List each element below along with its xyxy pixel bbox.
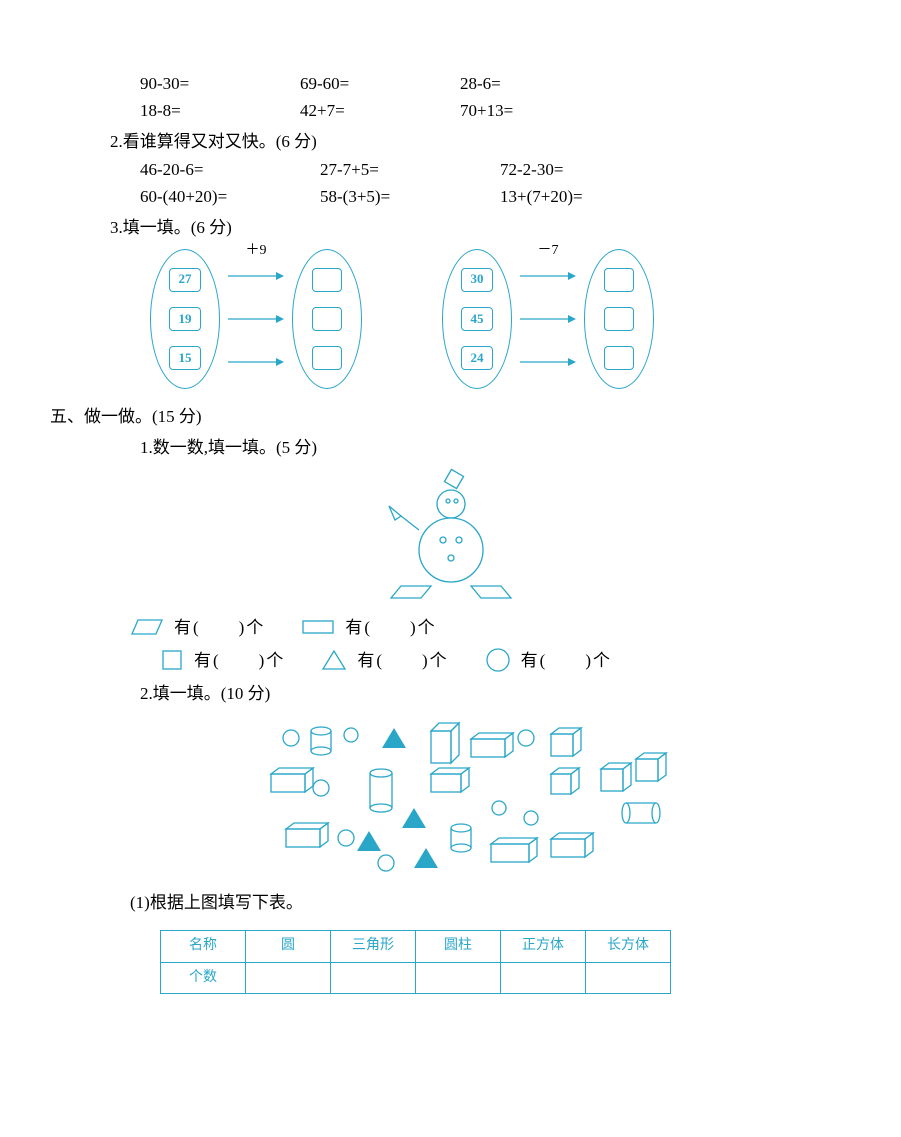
snowman-figure (351, 468, 551, 608)
table-cell: 长方体 (586, 931, 671, 962)
blank-box (312, 307, 342, 331)
arrows: ＋9 (226, 254, 286, 384)
shape-count-row: 有( )个 有( )个 (130, 614, 791, 641)
table-cell: 个数 (161, 962, 246, 993)
blank-box (604, 346, 634, 370)
q5-1-heading: 1.数一数,填一填。(5 分) (140, 434, 791, 461)
table-cell: 正方体 (501, 931, 586, 962)
q3-left-group: 27 19 15 ＋9 (150, 249, 362, 389)
equation: 13+(7+20)= (500, 183, 680, 210)
q5-2-1-heading: (1)根据上图填写下表。 (130, 889, 791, 916)
q3-diagram: 27 19 15 ＋9 30 45 24 －7 (150, 249, 791, 389)
equation: 42+7= (300, 97, 460, 124)
equation: 27-7+5= (320, 156, 500, 183)
arrow-icon (518, 356, 578, 368)
equation: 69-60= (300, 70, 460, 97)
count-text: 有( )个 (521, 647, 612, 674)
blank-box (604, 268, 634, 292)
table-cell (331, 962, 416, 993)
equation-row: 90-30= 69-60= 28-6= (140, 70, 791, 97)
q3-right-group: 30 45 24 －7 (442, 249, 654, 389)
blank-box (312, 268, 342, 292)
rectangle-icon (301, 617, 335, 637)
count-circle: 有( )个 (485, 647, 612, 674)
count-triangle: 有( )个 (321, 647, 448, 674)
number-box: 19 (169, 307, 201, 331)
equation: 72-2-30= (500, 156, 680, 183)
table-row: 名称 圆 三角形 圆柱 正方体 长方体 (161, 931, 671, 962)
table-cell: 圆柱 (416, 931, 501, 962)
arrow-icon (226, 356, 286, 368)
count-parallelogram: 有( )个 (130, 614, 265, 641)
equation: 46-20-6= (140, 156, 320, 183)
shape-table: 名称 圆 三角形 圆柱 正方体 长方体 个数 (160, 930, 671, 994)
table-cell (416, 962, 501, 993)
count-rectangle: 有( )个 (301, 614, 436, 641)
equation: 90-30= (140, 70, 300, 97)
table-cell: 圆 (246, 931, 331, 962)
number-box: 45 (461, 307, 493, 331)
number-box: 24 (461, 346, 493, 370)
table-cell (586, 962, 671, 993)
output-oval (584, 249, 654, 389)
q3-heading: 3.填一填。(6 分) (110, 214, 791, 241)
operation-label: ＋9 (246, 240, 267, 262)
count-square: 有( )个 (160, 647, 285, 674)
operation-label: －7 (538, 240, 559, 262)
arrow-icon (226, 270, 286, 282)
input-oval: 27 19 15 (150, 249, 220, 389)
equation: 60-(40+20)= (140, 183, 320, 210)
equation: 70+13= (460, 97, 620, 124)
table-cell: 三角形 (331, 931, 416, 962)
blank-box (312, 346, 342, 370)
circle-icon (485, 647, 511, 673)
number-box: 15 (169, 346, 201, 370)
equation: 58-(3+5)= (320, 183, 500, 210)
equation-row: 18-8= 42+7= 70+13= (140, 97, 791, 124)
equation-row: 46-20-6= 27-7+5= 72-2-30= (140, 156, 791, 183)
number-box: 27 (169, 268, 201, 292)
count-text: 有( )个 (357, 647, 448, 674)
table-cell (501, 962, 586, 993)
arrows: －7 (518, 254, 578, 384)
equation: 18-8= (140, 97, 300, 124)
blank-box (604, 307, 634, 331)
table-cell (246, 962, 331, 993)
count-text: 有( )个 (345, 614, 436, 641)
count-text: 有( )个 (174, 614, 265, 641)
square-icon (160, 648, 184, 672)
equation: 28-6= (460, 70, 620, 97)
table-cell: 名称 (161, 931, 246, 962)
shape-count-row: 有( )个 有( )个 有( )个 (160, 647, 791, 674)
count-text: 有( )个 (194, 647, 285, 674)
triangle-icon (321, 648, 347, 672)
arrow-icon (518, 270, 578, 282)
q2-heading: 2.看谁算得又对又快。(6 分) (110, 128, 791, 155)
table-row: 个数 (161, 962, 671, 993)
parallelogram-icon (130, 617, 164, 637)
input-oval: 30 45 24 (442, 249, 512, 389)
arrow-icon (518, 313, 578, 325)
arrow-icon (226, 313, 286, 325)
output-oval (292, 249, 362, 389)
number-box: 30 (461, 268, 493, 292)
shapes-scatter-figure (231, 713, 671, 883)
equation-row: 60-(40+20)= 58-(3+5)= 13+(7+20)= (140, 183, 791, 210)
q5-2-heading: 2.填一填。(10 分) (140, 680, 791, 707)
section5-heading: 五、做一做。(15 分) (50, 403, 791, 430)
